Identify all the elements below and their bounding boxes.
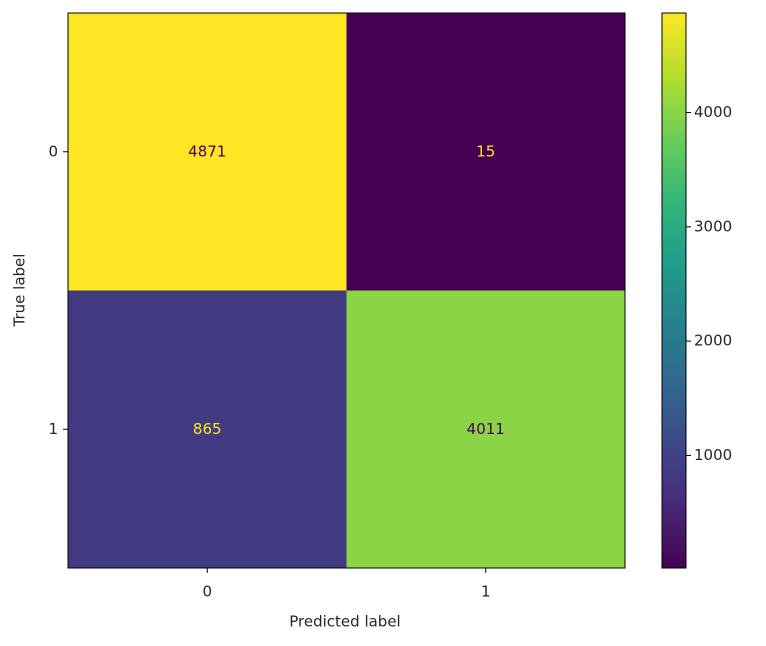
cell-label: 15: [476, 142, 495, 160]
colorbar-tick-label: 4000: [694, 103, 732, 121]
x-tick-label: 0: [202, 583, 212, 601]
colorbar-tick-label: 1000: [694, 446, 732, 464]
heatmap-cell: [346, 13, 625, 291]
y-axis-label: True label: [11, 254, 29, 328]
y-tick-label: 0: [48, 142, 58, 160]
y-tick-label: 1: [48, 420, 58, 438]
heatmap-cell: [346, 290, 625, 568]
cell-label: 4871: [188, 142, 226, 160]
x-tick-label: 1: [481, 583, 491, 601]
colorbar-tick-label: 2000: [694, 332, 732, 350]
cell-label: 4011: [467, 420, 505, 438]
colorbar: [661, 12, 687, 569]
cell-label: 865: [193, 420, 222, 438]
heatmap-cell: [68, 290, 347, 568]
x-axis-label: Predicted label: [289, 613, 400, 631]
colorbar-tick-label: 3000: [694, 217, 732, 235]
heatmap-cell: [68, 13, 347, 291]
